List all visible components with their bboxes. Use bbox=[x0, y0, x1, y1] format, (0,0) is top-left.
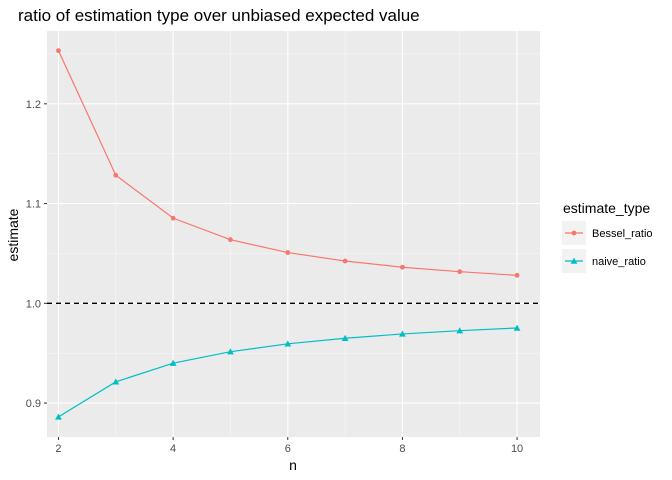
x-tick-label: 10 bbox=[511, 443, 523, 455]
data-point bbox=[113, 172, 119, 178]
data-point bbox=[513, 324, 521, 331]
y-tick-label: 1.2 bbox=[26, 99, 41, 111]
y-tick-label: 1.1 bbox=[26, 199, 41, 211]
data-point bbox=[227, 348, 234, 355]
x-tick-label: 2 bbox=[55, 443, 61, 455]
legend-label: naive_ratio bbox=[592, 256, 646, 268]
x-tick-labels: 2 4 6 8 10 bbox=[55, 443, 523, 455]
data-point bbox=[55, 413, 62, 420]
data-point bbox=[169, 359, 177, 366]
data-point bbox=[400, 264, 405, 270]
data-point bbox=[284, 340, 292, 347]
plot-panel bbox=[47, 31, 540, 437]
data-point bbox=[457, 269, 463, 275]
axis-ticks bbox=[44, 103, 518, 440]
x-axis-title: n bbox=[289, 457, 297, 473]
series-Bessel_ratio bbox=[56, 48, 520, 278]
series-layer bbox=[55, 48, 521, 420]
legend-item-Bessel_ratio: Bessel_ratio bbox=[562, 221, 653, 245]
legend-key-marker bbox=[571, 230, 577, 236]
x-tick-label: 6 bbox=[285, 443, 291, 455]
data-point bbox=[342, 258, 348, 264]
chart-title: ratio of estimation type over unbiased e… bbox=[18, 6, 420, 25]
data-point bbox=[456, 327, 464, 334]
y-tick-label: 1.0 bbox=[26, 298, 41, 310]
legend: estimate_type Bessel_ratio naive_ratio bbox=[562, 200, 653, 273]
data-point bbox=[341, 334, 349, 341]
data-point bbox=[170, 215, 176, 221]
data-point bbox=[112, 378, 120, 385]
x-tick-label: 4 bbox=[170, 443, 176, 455]
data-point bbox=[228, 237, 233, 243]
x-tick-label: 8 bbox=[399, 443, 405, 455]
legend-item-naive_ratio: naive_ratio bbox=[562, 249, 646, 273]
legend-label: Bessel_ratio bbox=[592, 228, 653, 240]
legend-title: estimate_type bbox=[563, 200, 650, 216]
series-naive_ratio bbox=[55, 324, 521, 420]
y-axis-title: estimate bbox=[5, 208, 21, 261]
y-tick-label: 0.9 bbox=[26, 398, 41, 410]
data-point bbox=[399, 330, 406, 337]
data-point bbox=[56, 48, 61, 54]
legend-key-marker bbox=[570, 257, 578, 264]
major-gridlines bbox=[47, 31, 540, 437]
data-point bbox=[514, 272, 520, 278]
data-point bbox=[285, 250, 291, 255]
y-tick-labels: 0.9 1.0 1.1 1.2 bbox=[26, 99, 41, 410]
